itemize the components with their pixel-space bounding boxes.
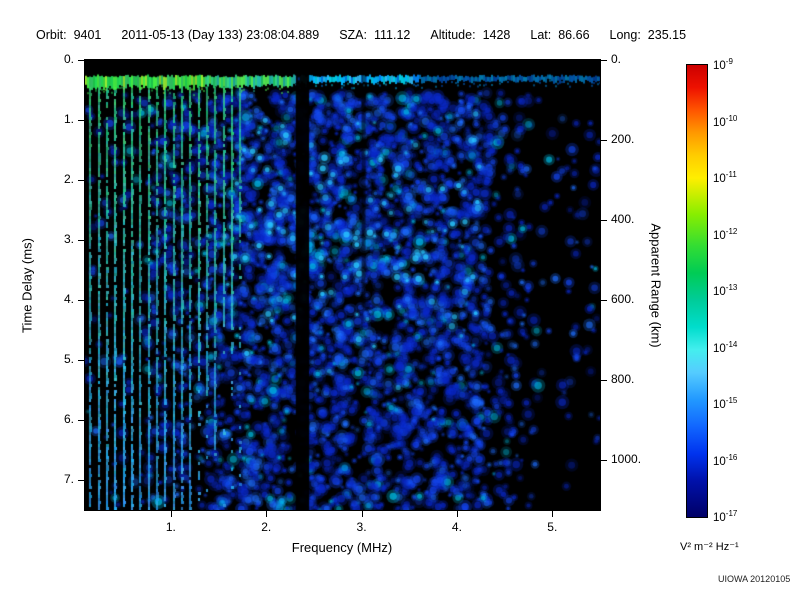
- y-tick-label-right: 800.: [611, 372, 635, 386]
- header-item: Long: 235.15: [610, 28, 687, 42]
- y-axis-label-left: Time Delay (ms): [19, 238, 35, 333]
- header-item-value: 9401: [73, 28, 102, 42]
- header-item: Lat: 86.66: [530, 28, 589, 42]
- y-tick-right: [601, 460, 607, 461]
- y-tick-left: [78, 240, 84, 241]
- colorbar-tick-exponent: -17: [725, 509, 738, 518]
- y-tick-label-right: 0.: [611, 52, 622, 66]
- colorbar-tick-label: 10-11: [713, 170, 737, 185]
- x-tick-label: 1.: [165, 520, 176, 534]
- colorbar-tick-label: 10-15: [713, 396, 738, 411]
- y-tick-left: [78, 420, 84, 421]
- header-item-value: 2011-05-13 (Day 133) 23:08:04.889: [121, 28, 320, 42]
- header-item-value: 235.15: [647, 28, 687, 42]
- colorbar-tick-exponent: -12: [725, 226, 738, 236]
- x-tick: [552, 511, 554, 517]
- x-tick-label: 2.: [261, 520, 272, 534]
- header-item: Altitude: 1428: [430, 28, 510, 42]
- header: Orbit: 9401 2011-05-13 (Day 133) 23:08:04.…: [36, 28, 776, 42]
- y-tick-left: [78, 120, 84, 121]
- y-tick-left: [78, 180, 84, 181]
- header-item-value: 1428: [482, 28, 511, 42]
- y-tick-label-left: 4.: [63, 292, 74, 306]
- y-tick-label-right: 600.: [611, 292, 635, 306]
- colorbar-tick-exponent: -13: [725, 283, 738, 292]
- y-tick-right: [601, 300, 607, 301]
- header-item: Orbit: 9401: [36, 28, 101, 42]
- spectrogram-canvas: [85, 60, 600, 510]
- y-tick-right: [601, 140, 607, 141]
- colorbar-tick-exponent: -14: [725, 339, 738, 349]
- header-item: SZA: 111.12: [339, 28, 410, 42]
- y-tick-label-left: 6.: [63, 412, 74, 426]
- x-tick: [170, 511, 172, 517]
- y-axis-label-right: Apparent Range (km): [648, 223, 664, 348]
- header-item-label: Long:: [609, 28, 641, 42]
- colorbar-unit-label: V² m⁻² Hz⁻¹: [680, 541, 739, 553]
- header-item-value: 86.66: [558, 28, 590, 42]
- colorbar-tick-exponent: -11: [725, 170, 737, 179]
- y-tick-right: [601, 380, 607, 381]
- x-tick: [456, 511, 458, 517]
- x-axis-label: Frequency (MHz): [291, 540, 393, 555]
- y-tick-label-left: 5.: [63, 352, 74, 366]
- x-tick-label: 4.: [451, 520, 462, 534]
- x-tick-label: 5.: [547, 520, 558, 534]
- colorbar-tick-label: 10-13: [713, 283, 738, 298]
- y-tick-label-right: 1000.: [611, 452, 642, 466]
- y-tick-label-left: 7.: [63, 472, 74, 486]
- colorbar-tick-exponent: -16: [725, 452, 738, 462]
- colorbar-tick-label: 10-14: [713, 339, 738, 355]
- y-tick-left: [78, 300, 84, 301]
- y-tick-left: [78, 480, 84, 481]
- colorbar-tick-label: 10-12: [713, 226, 738, 242]
- y-tick-left: [78, 60, 84, 61]
- colorbar-tick-exponent: -15: [725, 396, 738, 405]
- y-tick-label-left: 1.: [63, 112, 74, 126]
- x-tick: [266, 511, 268, 517]
- y-tick-label-left: 2.: [63, 172, 74, 186]
- header-item-label: Altitude:: [430, 28, 476, 42]
- x-tick-label: 3.: [356, 520, 367, 534]
- x-tick: [361, 511, 363, 517]
- colorbar: [686, 64, 708, 518]
- colorbar-tick-label: 10-16: [713, 452, 738, 468]
- colorbar-tick-label: 10-10: [713, 113, 738, 129]
- y-tick-label-left: 3.: [63, 232, 74, 246]
- header-item-label: Lat:: [530, 28, 552, 42]
- spectrogram-frame: [84, 59, 601, 511]
- header-item-label: Orbit:: [36, 28, 67, 42]
- y-tick-label-left: 0.: [63, 52, 74, 66]
- header-item-label: SZA:: [339, 28, 367, 42]
- y-tick-label-right: 200.: [611, 132, 635, 146]
- colorbar-tick-exponent: -9: [725, 57, 733, 66]
- y-tick-label-right: 400.: [611, 212, 635, 226]
- y-tick-right: [601, 220, 607, 221]
- credit-text: UIOWA 20120105: [718, 574, 791, 584]
- y-tick-right: [601, 60, 607, 61]
- header-item-value: 111.12: [374, 28, 411, 42]
- colorbar-tick-label: 10-9: [713, 57, 733, 72]
- header-item: 2011-05-13 (Day 133) 23:08:04.889: [121, 28, 319, 42]
- y-tick-left: [78, 360, 84, 361]
- colorbar-tick-exponent: -10: [725, 113, 738, 123]
- colorbar-tick-label: 10-17: [713, 509, 738, 524]
